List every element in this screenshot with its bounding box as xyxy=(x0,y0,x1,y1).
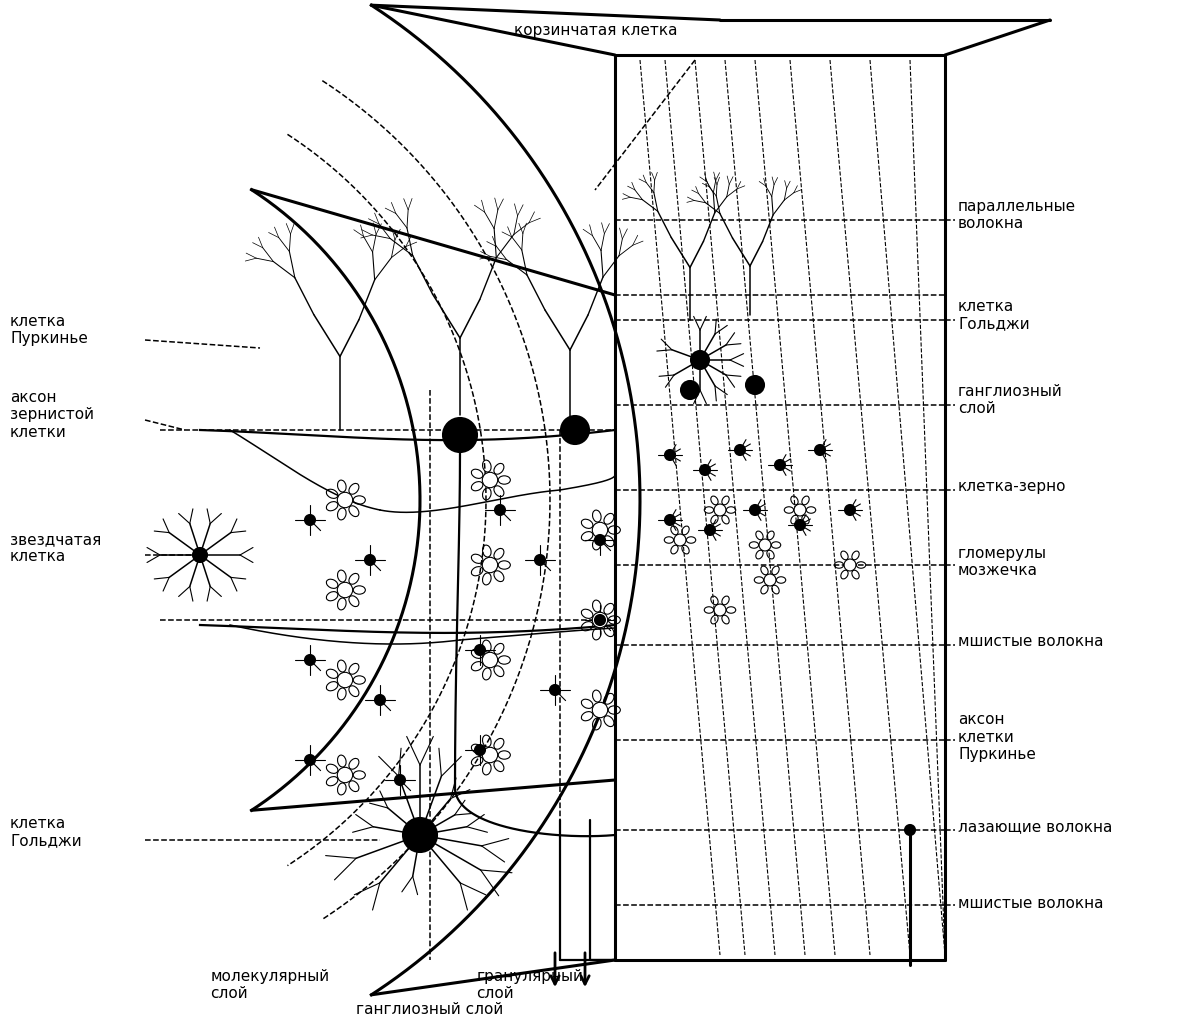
Circle shape xyxy=(775,460,786,470)
Circle shape xyxy=(561,416,589,443)
Circle shape xyxy=(700,465,710,475)
Circle shape xyxy=(714,604,726,616)
Circle shape xyxy=(905,825,915,835)
Text: клетка
Пуркинье: клетка Пуркинье xyxy=(10,314,88,346)
Circle shape xyxy=(305,655,315,665)
Text: ганглиозный слой: ганглиозный слой xyxy=(356,1002,504,1018)
Circle shape xyxy=(483,558,498,573)
Circle shape xyxy=(595,535,606,545)
Text: клетка
Гольджи: клетка Гольджи xyxy=(958,298,1030,331)
Circle shape xyxy=(193,548,207,562)
Text: ганглиозный
слой: ганглиозный слой xyxy=(958,384,1063,416)
Text: мшистые волокна: мшистые волокна xyxy=(958,895,1104,911)
Text: корзинчатая клетка: корзинчатая клетка xyxy=(514,23,678,37)
Circle shape xyxy=(495,505,505,514)
Circle shape xyxy=(305,514,315,525)
Circle shape xyxy=(365,555,375,565)
Circle shape xyxy=(395,775,405,785)
Circle shape xyxy=(550,685,560,695)
Circle shape xyxy=(691,351,709,369)
Text: гломерулы
мозжечка: гломерулы мозжечка xyxy=(958,545,1047,578)
Text: параллельные
волокна: параллельные волокна xyxy=(958,199,1076,232)
Circle shape xyxy=(746,376,764,394)
Circle shape xyxy=(375,695,385,705)
Circle shape xyxy=(337,582,353,598)
Circle shape xyxy=(764,574,776,586)
Circle shape xyxy=(443,418,477,452)
Circle shape xyxy=(474,745,485,755)
Circle shape xyxy=(665,450,675,460)
Text: клетка
Гольджи: клетка Гольджи xyxy=(10,816,81,848)
Circle shape xyxy=(714,504,726,516)
Circle shape xyxy=(735,445,745,455)
Circle shape xyxy=(673,534,685,546)
Circle shape xyxy=(595,615,606,625)
Circle shape xyxy=(681,381,699,399)
Circle shape xyxy=(704,525,715,535)
Circle shape xyxy=(305,755,315,765)
Text: гранулярный
слой: гранулярный слой xyxy=(477,968,583,1001)
Circle shape xyxy=(759,539,771,551)
Text: звездчатая
клетка: звездчатая клетка xyxy=(10,532,101,564)
Text: лазающие волокна: лазающие волокна xyxy=(958,819,1112,835)
Text: клетка-зерно: клетка-зерно xyxy=(958,480,1067,495)
Circle shape xyxy=(844,559,856,571)
Circle shape xyxy=(337,672,353,687)
Circle shape xyxy=(474,645,485,655)
Circle shape xyxy=(483,472,498,488)
Circle shape xyxy=(592,523,608,538)
Circle shape xyxy=(337,768,353,783)
Text: молекулярный
слой: молекулярный слой xyxy=(211,968,329,1001)
Circle shape xyxy=(794,504,806,516)
Circle shape xyxy=(665,514,675,525)
Text: мшистые волокна: мшистые волокна xyxy=(958,635,1104,649)
Circle shape xyxy=(750,505,760,514)
Circle shape xyxy=(403,818,437,852)
Circle shape xyxy=(795,520,805,530)
Circle shape xyxy=(483,747,498,762)
Text: аксон
клетки
Пуркинье: аксон клетки Пуркинье xyxy=(958,712,1036,761)
Text: аксон
зернистой
клетки: аксон зернистой клетки xyxy=(10,390,94,440)
Circle shape xyxy=(592,612,608,628)
Circle shape xyxy=(535,555,545,565)
Circle shape xyxy=(815,445,825,455)
Circle shape xyxy=(483,652,498,668)
Circle shape xyxy=(845,505,855,514)
Circle shape xyxy=(337,492,353,507)
Circle shape xyxy=(592,703,608,717)
